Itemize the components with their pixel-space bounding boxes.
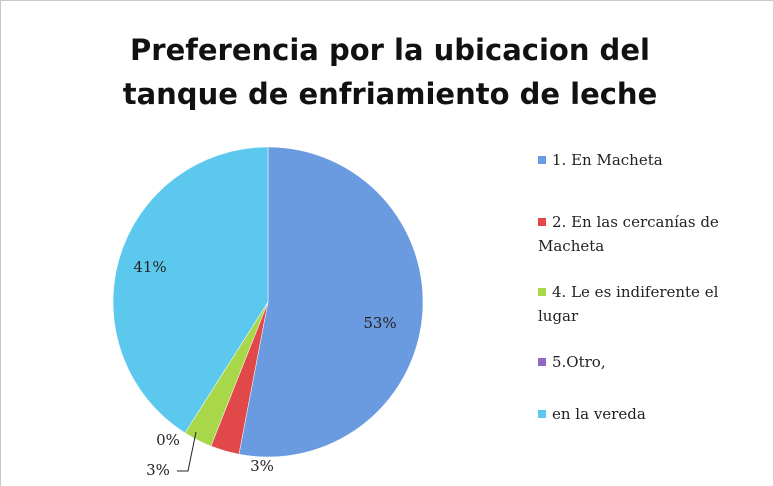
legend-label: en la vereda	[552, 405, 646, 423]
legend-entry: en la vereda	[538, 402, 763, 426]
data-label: 53%	[363, 314, 396, 332]
data-label: 0%	[156, 431, 180, 449]
legend-label: 4. Le es indiferente el lugar	[538, 283, 719, 325]
data-label: 3%	[146, 461, 170, 479]
legend-entry: 4. Le es indiferente el lugar	[538, 280, 763, 328]
legend-label: 2. En las cercanías de Macheta	[538, 213, 719, 255]
data-label: 41%	[133, 258, 166, 276]
legend-entry: 5.Otro,	[538, 350, 763, 374]
legend-swatch	[538, 156, 546, 164]
legend-label: 5.Otro,	[552, 353, 606, 371]
pie-slice	[238, 146, 424, 458]
chart-title: Preferencia por la ubicacion del tanque …	[122, 33, 658, 111]
legend-entry: 2. En las cercanías de Macheta	[538, 210, 763, 258]
data-label: 3%	[250, 457, 274, 475]
legend-label: 1. En Macheta	[552, 151, 663, 169]
leader-line	[177, 431, 197, 472]
legend-swatch	[538, 358, 546, 366]
legend-swatch	[538, 410, 546, 418]
pie-slice	[112, 146, 269, 434]
legend-swatch	[538, 218, 546, 226]
legend-entry: 1. En Macheta	[538, 148, 763, 172]
legend-swatch	[538, 288, 546, 296]
